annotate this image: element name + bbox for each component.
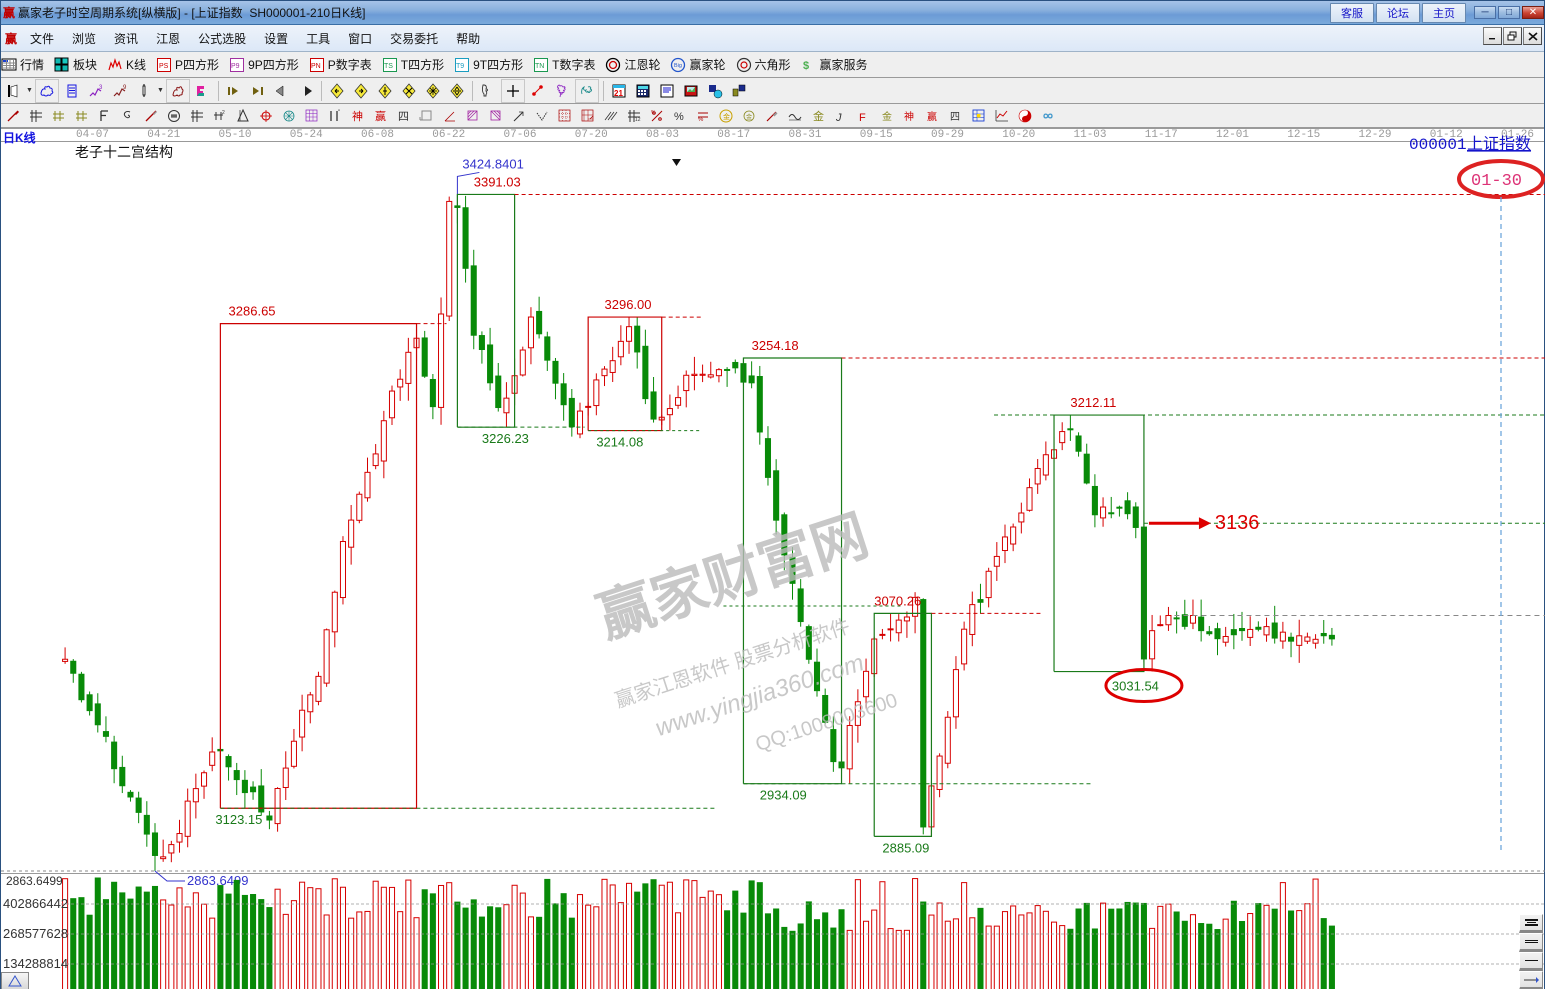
svg-text:$: $ [803, 60, 809, 72]
svg-text:金: 金 [813, 109, 824, 123]
svg-text:金: 金 [723, 112, 730, 121]
svg-text:PN: PN [311, 63, 321, 70]
svg-text:四: 四 [950, 112, 960, 123]
svg-text:四: 四 [398, 111, 409, 123]
svg-text:21: 21 [614, 89, 623, 98]
svg-text:3070.26: 3070.26 [874, 593, 921, 608]
svg-text:3226.23: 3226.23 [482, 431, 529, 446]
svg-text:3424.8401: 3424.8401 [462, 156, 523, 171]
svg-text:3: 3 [99, 85, 103, 91]
svg-text:3254.18: 3254.18 [752, 338, 799, 353]
svg-text:2885.09: 2885.09 [882, 840, 929, 855]
svg-text:2: 2 [222, 110, 225, 116]
svg-text:F: F [859, 112, 866, 124]
svg-text:神: 神 [352, 109, 363, 123]
svg-text:PS: PS [159, 63, 169, 70]
svg-text:神: 神 [904, 110, 914, 123]
svg-text:3391.03: 3391.03 [474, 174, 521, 189]
svg-text:3296.00: 3296.00 [605, 297, 652, 312]
svg-text:12: 12 [635, 117, 641, 123]
svg-text:402866442: 402866442 [3, 896, 68, 911]
svg-text:3286.65: 3286.65 [229, 304, 276, 319]
svg-text:TS: TS [384, 63, 393, 70]
svg-text:%: % [674, 111, 684, 123]
svg-text:3212.11: 3212.11 [1070, 395, 1116, 410]
svg-text:Big: Big [674, 63, 682, 69]
svg-text:3123.15: 3123.15 [215, 812, 262, 827]
svg-text:TN: TN [535, 63, 544, 70]
svg-text:3031.54: 3031.54 [1112, 679, 1159, 694]
svg-text:赢: 赢 [927, 110, 937, 123]
svg-text:3136: 3136 [1215, 512, 1260, 534]
svg-text:J: J [835, 112, 842, 124]
svg-text:赢: 赢 [375, 109, 386, 123]
svg-text:3214.08: 3214.08 [596, 435, 643, 450]
svg-text:%: % [651, 110, 656, 116]
svg-text:": " [338, 110, 340, 116]
svg-text:%: % [698, 117, 704, 123]
svg-text:T9: T9 [456, 63, 464, 70]
svg-text:2934.09: 2934.09 [760, 788, 807, 803]
svg-text:9: 9 [123, 85, 127, 91]
svg-text:134288814: 134288814 [3, 956, 68, 971]
svg-text:268577628: 268577628 [3, 926, 68, 941]
svg-text:金: 金 [746, 113, 752, 121]
svg-text:P9: P9 [231, 63, 240, 70]
svg-text:金: 金 [882, 110, 892, 123]
